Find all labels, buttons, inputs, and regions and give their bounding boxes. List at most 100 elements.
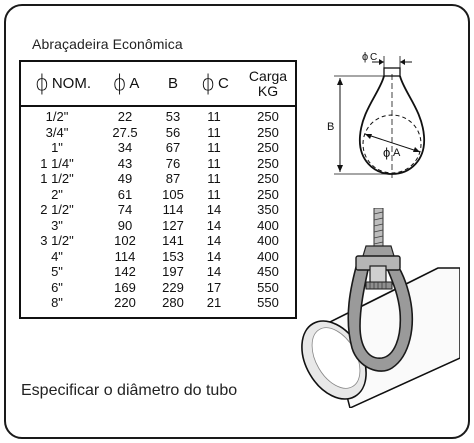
cell-carga: 450 — [257, 264, 279, 279]
cell-nominal: 2 1/2" — [40, 202, 74, 217]
cell-nominal: 1/2" — [45, 109, 69, 124]
cell-nominal: 6" — [51, 279, 63, 295]
clamp-on-pipe-illustration — [301, 208, 460, 408]
table-row: 8" 220 280 21 550 — [21, 295, 295, 311]
cell-carga: 250 — [257, 109, 279, 124]
header-carga-line1: Carga — [248, 67, 288, 84]
cell-b: 105 — [162, 186, 184, 202]
table-row: 2" 61 105 11 250 — [21, 187, 295, 203]
cell-carga: 550 — [257, 279, 279, 295]
header-carga: Carga KG — [241, 62, 295, 105]
header-nominal-label: NOM. — [51, 75, 92, 92]
footer-note: Especificar o diâmetro do tubo — [21, 382, 238, 399]
diameter-symbol-icon: ϕ — [34, 71, 49, 95]
cell-a: 220 — [114, 295, 136, 310]
cell-b: 280 — [162, 295, 184, 310]
cell-c: 14 — [206, 233, 222, 248]
diameter-symbol-icon: ϕ — [201, 71, 215, 95]
cell-a: 74 — [117, 202, 133, 217]
cell-b: 87 — [165, 171, 181, 186]
table-row: 3 1/2" 102 141 14 400 — [21, 233, 295, 249]
cell-nominal: 5" — [51, 264, 63, 279]
dim-c-label: C — [370, 52, 377, 63]
cell-carga: 400 — [257, 233, 279, 248]
cell-c: 14 — [206, 264, 222, 279]
cell-a: 22 — [117, 109, 133, 124]
header-nominal: ϕ NOM. — [23, 62, 103, 105]
cell-carga: 350 — [257, 202, 279, 217]
table-row: 6" 169 229 17 550 — [21, 280, 295, 296]
table-row: 3" 90 127 14 400 — [21, 218, 295, 234]
dim-a-label: A — [393, 147, 401, 159]
cell-c: 11 — [207, 124, 221, 140]
header-b-label: B — [167, 75, 178, 92]
cell-c: 14 — [206, 217, 222, 233]
table-row: 4" 114 153 14 400 — [21, 249, 295, 265]
cell-c: 11 — [207, 186, 221, 202]
dim-c-phi: ϕ — [362, 51, 368, 63]
header-b: B — [153, 62, 193, 105]
cell-carga: 250 — [257, 186, 279, 202]
cell-carga: 400 — [257, 248, 279, 264]
table-header: ϕ NOM. ϕ A B ϕ C Carga KG — [21, 62, 295, 107]
cell-carga: 550 — [257, 295, 279, 310]
header-a: ϕ A — [105, 62, 147, 105]
cell-nominal: 4" — [51, 248, 63, 264]
header-c-label: C — [218, 75, 229, 92]
table-row: 1 1/2" 49 87 11 250 — [21, 171, 295, 187]
cell-c: 11 — [207, 140, 221, 155]
table-row: 2 1/2" 74 114 14 350 — [21, 202, 295, 218]
cell-a: 90 — [117, 217, 133, 233]
table-row: 1 1/4" 43 76 11 250 — [21, 156, 295, 172]
cell-b: 153 — [162, 248, 184, 264]
cell-nominal: 3" — [51, 217, 63, 233]
cell-nominal: 8" — [51, 295, 63, 310]
cell-carga: 250 — [257, 140, 279, 155]
header-c: ϕ C — [193, 62, 237, 105]
header-a-label: A — [129, 75, 140, 92]
cell-b: 127 — [162, 217, 184, 233]
cell-c: 11 — [207, 171, 221, 186]
cell-nominal: 3/4" — [45, 124, 69, 140]
dim-b-label: B — [327, 121, 334, 133]
cell-a: 27.5 — [112, 124, 138, 140]
diameter-symbol-icon: ϕ — [112, 71, 127, 95]
cell-a: 142 — [114, 264, 136, 279]
cell-carga: 250 — [257, 155, 279, 171]
cell-a: 102 — [114, 233, 136, 248]
table-row: 3/4" 27.5 56 11 250 — [21, 125, 295, 141]
cell-c: 17 — [206, 279, 222, 295]
table-row: 1/2" 22 53 11 250 — [21, 109, 295, 125]
cell-carga: 250 — [257, 171, 279, 186]
cell-b: 56 — [165, 124, 181, 140]
cell-b: 76 — [165, 155, 181, 171]
cell-a: 49 — [117, 171, 133, 186]
cell-c: 14 — [206, 248, 222, 264]
cell-a: 61 — [117, 186, 133, 202]
cell-c: 14 — [206, 202, 222, 217]
table-row: 1" 34 67 11 250 — [21, 140, 295, 156]
cell-c: 21 — [206, 295, 222, 310]
clamp-dimension-diagram: ϕ C B ϕ A — [327, 51, 425, 178]
cell-a: 43 — [117, 155, 133, 171]
cell-b: 114 — [162, 202, 184, 217]
cell-c: 11 — [207, 155, 221, 171]
cell-nominal: 1 1/4" — [40, 155, 74, 171]
cell-b: 53 — [165, 109, 181, 124]
cell-b: 67 — [165, 140, 181, 155]
table-row: 5" 142 197 14 450 — [21, 264, 295, 280]
cell-a: 169 — [114, 279, 136, 295]
cell-b: 229 — [162, 279, 184, 295]
cell-b: 197 — [162, 264, 184, 279]
cell-a: 34 — [117, 140, 133, 155]
cell-nominal: 1" — [51, 140, 63, 155]
table-body: 1/2" 22 53 11 250 3/4" 27.5 56 11 250 1" 34 67 11 250 1… — [21, 109, 295, 311]
cell-nominal: 2" — [51, 186, 63, 202]
header-carga-line2: KG — [257, 82, 279, 99]
cell-carga: 250 — [257, 124, 279, 140]
cell-nominal: 3 1/2" — [40, 233, 74, 248]
dim-a-phi: ϕ — [383, 145, 390, 160]
clamp-bolt — [365, 281, 393, 290]
cell-b: 141 — [162, 233, 184, 248]
spec-table: ϕ NOM. ϕ A B ϕ C Carga KG 1/2" 22 53 11 250 3… — [19, 60, 297, 319]
